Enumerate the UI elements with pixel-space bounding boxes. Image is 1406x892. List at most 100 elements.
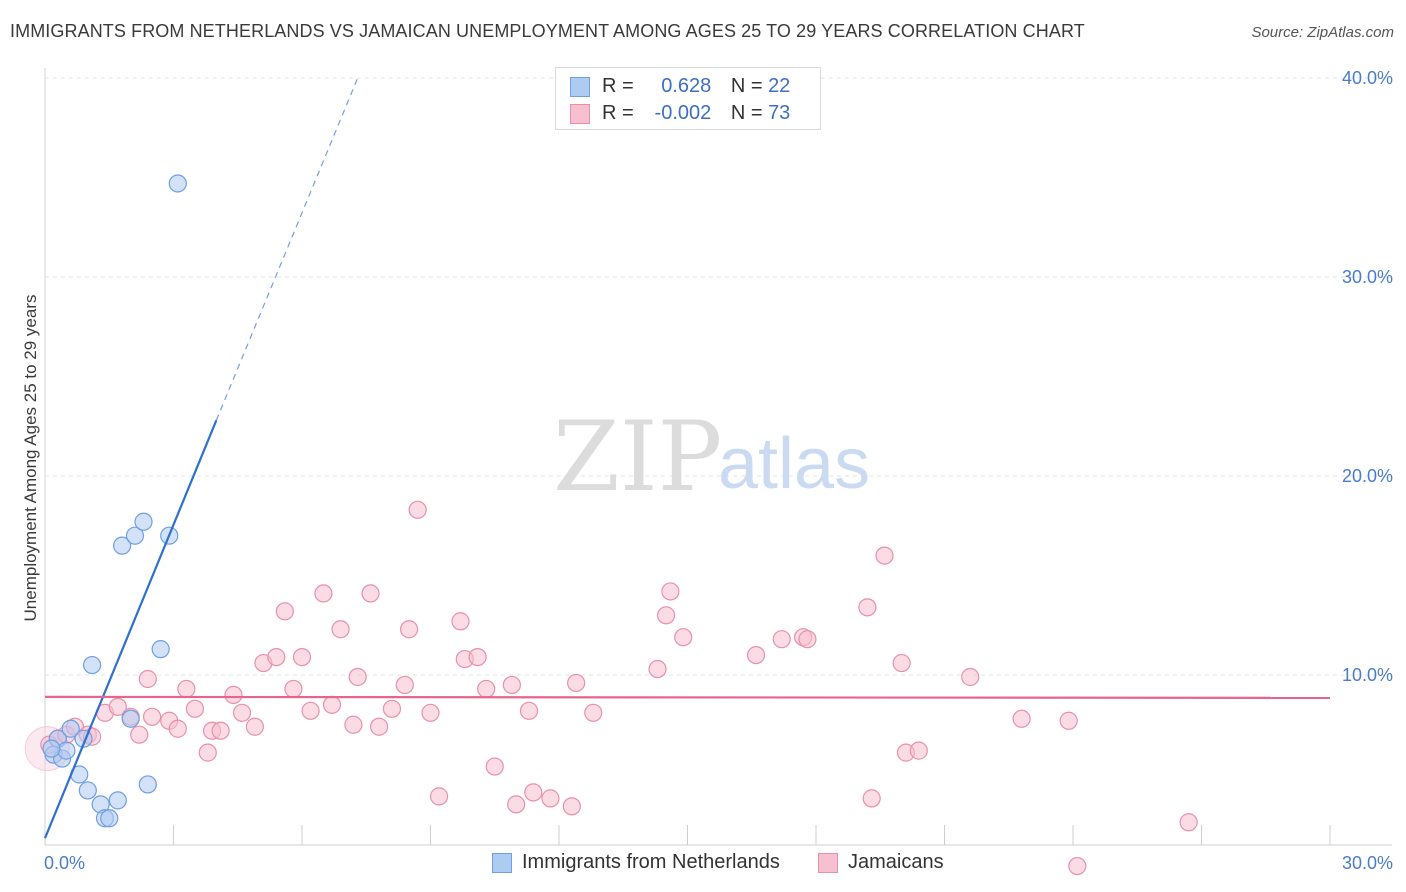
- chart-title: IMMIGRANTS FROM NETHERLANDS VS JAMAICAN …: [10, 21, 1085, 41]
- bottom-legend-jamaicans: Jamaicans: [818, 851, 944, 877]
- netherlands-point: [61, 719, 80, 738]
- netherlands-point: [57, 741, 76, 760]
- tick-labels: 10.0% 20.0% 30.0% 40.0% 0.0% 30.0%: [44, 68, 1393, 873]
- jamaicans-point: [502, 675, 521, 695]
- netherlands-trend-line: [43, 419, 218, 839]
- jamaicans-point: [746, 645, 766, 665]
- jamaicans-point: [892, 653, 911, 673]
- netherlands-swatch: [570, 76, 590, 97]
- netherlands-point: [125, 526, 145, 545]
- netherlands-point: [42, 739, 61, 758]
- jamaicans-point: [224, 685, 243, 705]
- jamaicans-point: [1059, 711, 1078, 730]
- jamaicans-point: [245, 717, 264, 736]
- source-credit: Source: ZipAtlas.com: [1251, 24, 1394, 41]
- netherlands-points: [42, 174, 187, 828]
- watermark-atlas: atlas: [718, 424, 870, 504]
- jamaicans-point: [275, 602, 294, 621]
- jamaicans-point: [361, 584, 380, 603]
- jamaicans-point: [348, 667, 367, 687]
- jamaicans-point: [1068, 856, 1087, 876]
- netherlands-point: [100, 809, 119, 828]
- jamaicans-point: [648, 659, 667, 679]
- jamaicans-point: [232, 703, 252, 722]
- trend-lines: [43, 77, 1331, 839]
- netherlands-point: [108, 791, 127, 810]
- y-tick-label: 30.0%: [1342, 267, 1393, 287]
- bottom-legend-netherlands: Immigrants from Netherlands: [492, 851, 780, 877]
- jamaicans-point: [798, 630, 817, 649]
- jamaicans-point: [429, 787, 449, 806]
- legend-n-value: 22: [768, 75, 791, 97]
- jamaicans-point: [284, 679, 303, 699]
- legend-n-label: N =: [730, 75, 763, 97]
- watermark: ZIP atlas: [553, 401, 870, 513]
- jamaicans-point: [108, 697, 127, 716]
- y-tick-label: 40.0%: [1342, 68, 1393, 88]
- jamaicans-trend-line: [44, 695, 1331, 699]
- jamaicans-point: [862, 789, 881, 808]
- y-tick-label: 10.0%: [1342, 665, 1393, 685]
- jamaicans-point: [344, 715, 363, 734]
- correlation-legend: R = 0.628 N = 22 R = -0.002 N = 73: [555, 67, 821, 130]
- netherlands-point: [112, 536, 132, 555]
- jamaicans-point: [507, 795, 526, 814]
- netherlands-point: [78, 781, 97, 800]
- jamaicans-point: [211, 721, 230, 740]
- jamaicans-point: [382, 699, 402, 718]
- legend-r-value: 0.628: [661, 75, 712, 97]
- jamaicans-point: [485, 757, 504, 776]
- jamaicans-point: [370, 717, 389, 736]
- legend-n-label: N =: [730, 102, 763, 124]
- jamaicans-point: [584, 703, 603, 722]
- jamaicans-point: [267, 647, 286, 667]
- jamaicans-point: [292, 647, 312, 667]
- netherlands-legend-swatch: [492, 852, 512, 873]
- legend-n-value: 73: [768, 102, 791, 124]
- jamaicans-points: [24, 500, 1198, 876]
- jamaicans-point: [451, 612, 470, 631]
- jamaicans-point: [1012, 709, 1031, 728]
- jamaicans-point: [567, 673, 586, 693]
- watermark-zip: ZIP: [553, 401, 722, 513]
- jamaicans-point: [468, 647, 487, 667]
- legend-r-label: R =: [602, 102, 634, 124]
- jamaicans-point: [322, 695, 342, 714]
- y-axis-label: Unemployment Among Ages 25 to 29 years: [21, 295, 40, 622]
- jamaicans-point: [477, 679, 496, 699]
- jamaicans-point: [562, 797, 581, 816]
- jamaicans-point: [656, 606, 676, 625]
- netherlands-legend-label: Immigrants from Netherlands: [522, 851, 780, 873]
- jamaicans-point: [875, 546, 894, 565]
- jamaicans-point: [331, 620, 350, 639]
- axis-layer: [44, 68, 1392, 846]
- jamaicans-point: [421, 703, 440, 722]
- jamaicans-point: [519, 701, 539, 720]
- jamaicans-point: [524, 783, 543, 802]
- legend-r-label: R =: [602, 75, 634, 97]
- legend-r-value: -0.002: [654, 102, 712, 124]
- jamaicans-point: [909, 741, 928, 760]
- jamaicans-point: [674, 628, 693, 647]
- jamaicans-point: [395, 675, 414, 695]
- jamaicans-swatch: [570, 103, 590, 124]
- netherlands-point: [168, 174, 187, 193]
- jamaicans-point: [301, 701, 320, 720]
- grid-layer: [45, 77, 1392, 676]
- netherlands-trend-extension: [215, 77, 359, 421]
- jamaicans-point: [138, 669, 157, 689]
- legend-row-jamaicans: R = -0.002 N = 73: [570, 102, 790, 126]
- jamaicans-point: [1179, 813, 1198, 832]
- jamaicans-point: [177, 679, 196, 699]
- netherlands-point: [83, 655, 102, 675]
- jamaicans-point: [399, 620, 419, 639]
- jamaicans-point: [858, 598, 877, 617]
- x-tick-label: 30.0%: [1342, 853, 1393, 873]
- y-tick-label: 20.0%: [1342, 466, 1393, 486]
- jamaicans-legend-swatch: [818, 852, 838, 873]
- netherlands-point: [138, 775, 157, 794]
- jamaicans-point: [314, 584, 333, 603]
- jamaicans-point: [168, 719, 187, 738]
- jamaicans-point: [961, 667, 980, 687]
